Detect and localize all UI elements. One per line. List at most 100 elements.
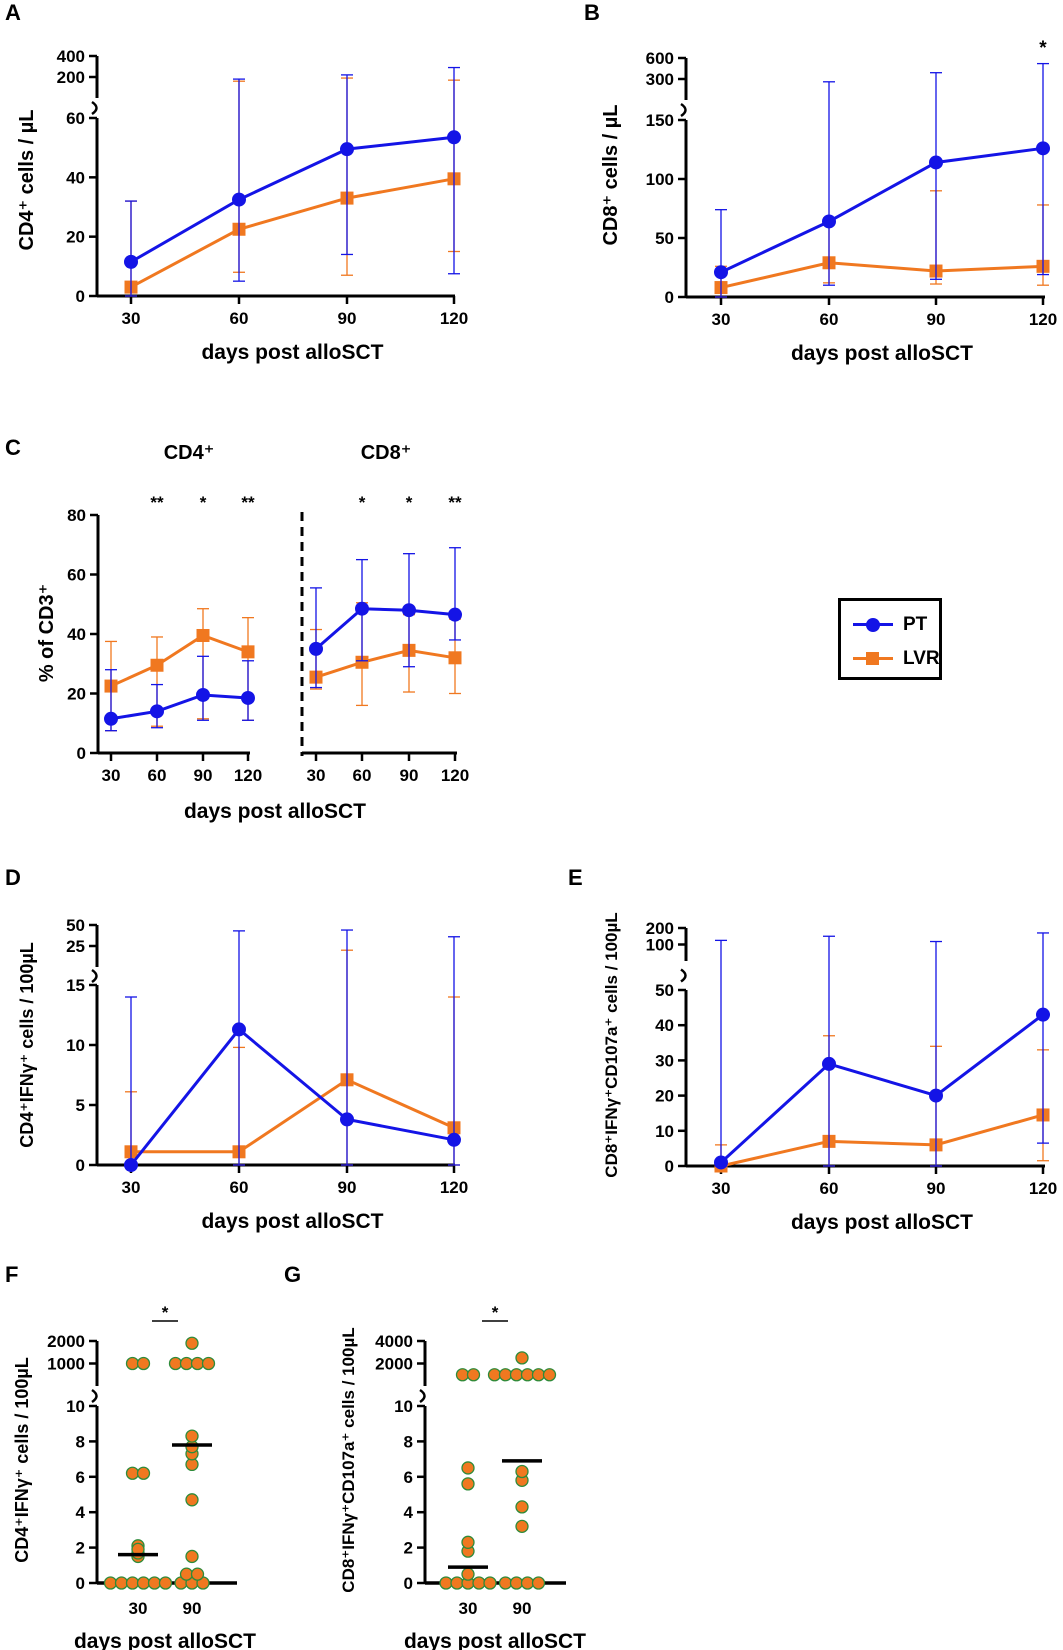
panel-c-cd4-lvr-series-line: [110, 633, 249, 688]
legend-item-lvr: LVR: [853, 647, 940, 671]
panel-d-ytick-label-upper-1: 50: [66, 916, 85, 935]
panel-g-group-1-point-7: [515, 1464, 529, 1479]
panel-b-xtick-label-2: 90: [927, 310, 946, 329]
panel-e-ytick-label-lower-1: 10: [655, 1122, 674, 1141]
panel-c-cd8-significance-2: *: [406, 493, 413, 512]
panel-f-ytick-label-lower-1: 2: [76, 1539, 85, 1558]
panel-e-ytick-label-upper-1: 200: [646, 919, 674, 938]
panel-a-xlabel: days post alloSCT: [201, 341, 383, 364]
panel-a-ytick-label-lower-0: 0: [76, 287, 85, 306]
panel-d-ytick-label-lower-1: 5: [76, 1096, 85, 1115]
panel-d-ylabel: CD4⁺IFNγ⁺ cells / 100µL: [17, 942, 37, 1147]
panel-f-ytick-label-upper-0: 1000: [47, 1355, 85, 1374]
panel-g-ytick-label-lower-4: 8: [404, 1432, 413, 1451]
panel-b-significance-0: *: [1039, 38, 1047, 59]
panel-b-pt-point-2: [929, 155, 943, 170]
panel-g-ylabel: CD8⁺IFNγ⁺CD107a⁺ cells / 100µL: [339, 1327, 358, 1592]
panel-d-xtick-label-0: 30: [122, 1178, 141, 1197]
panel-d-lvr-series-line: [131, 1078, 455, 1154]
panel-a-pt-point-0: [124, 254, 138, 269]
panel-f-group-1-point-6: [185, 1493, 199, 1507]
panel-f-chart: 0 2 4 6 8 10 1000 2000 30 90 * days post alloSCT CD4…: [12, 1303, 256, 1650]
panel-f-group-1-point-10: [185, 1429, 199, 1443]
panel-c-cd8-xtick-label-3: 120: [441, 766, 469, 785]
panel-a-ytick-label-lower-1: 20: [66, 228, 85, 247]
panel-c-cd4-xtick-label-3: 120: [234, 766, 262, 785]
panel-g-significance: *: [492, 1303, 499, 1322]
panel-c-ytick-label-2: 40: [67, 625, 86, 644]
panel-c-cd8-pt-point-3: [448, 607, 462, 622]
panel-b-axis-break-icon: [680, 102, 687, 118]
panel-g-group-0-point-5: [461, 1567, 475, 1581]
panel-a-axis-break-icon: [91, 100, 98, 116]
panel-c-ytick-label-1: 20: [67, 685, 86, 704]
panel-e-pt-point-3: [1036, 1007, 1050, 1022]
panel-c-cd4-pt-point-1: [150, 704, 164, 719]
panel-a-pt-point-2: [340, 142, 354, 157]
panel-e-pt-point-2: [929, 1088, 943, 1103]
panel-c-cd4-pt-series-line: [110, 693, 249, 721]
panel-g-group-1-point-8: [487, 1368, 502, 1382]
pt-marker-icon: [853, 613, 893, 637]
panel-c-cd8-significance-1: *: [359, 493, 366, 512]
panel-a-xtick-label-2: 90: [338, 309, 357, 328]
panel-e-ytick-label-upper-0: 100: [646, 936, 674, 955]
panel-g-group-0-point-4: [483, 1576, 497, 1590]
panel-a-pt-point-3: [447, 130, 461, 145]
panel-a-pt-series-line: [130, 135, 455, 264]
panel-e-ylabel: CD8⁺IFNγ⁺CD107a⁺ cells / 100µL: [602, 912, 621, 1177]
panel-c-cd4-xtick-label-1: 60: [148, 766, 167, 785]
panel-g-chart: 0 2 4 6 8 10 2000 4000 30 90 * days post alloSCT CD8…: [339, 1303, 586, 1650]
panel-d-pt-point-1: [232, 1022, 246, 1037]
panel-label-a: A: [5, 0, 21, 25]
panel-a-ytick-label-upper-0: 200: [57, 68, 85, 87]
panel-d-ytick-label-upper-0: 25: [66, 937, 85, 956]
panel-g-group-0-point-7: [461, 1535, 475, 1549]
panel-f-group-0-point-0: [103, 1576, 118, 1590]
panel-e-ytick-label-lower-2: 20: [655, 1087, 674, 1106]
panel-a-xtick-label-1: 60: [230, 309, 249, 328]
panel-g-group-0-point-8: [461, 1477, 475, 1491]
panel-c-cd8-lvr-series-line: [315, 648, 456, 679]
panel-g-group-1-point-5: [515, 1500, 529, 1514]
legend: PT LVR: [838, 598, 942, 680]
panel-f-group-1-point-11: [168, 1356, 183, 1371]
panel-d-xtick-label-3: 120: [440, 1178, 468, 1197]
panel-f-group-1-point-13: [190, 1356, 205, 1371]
panel-f-group-1-point-15: [185, 1336, 199, 1350]
panel-b-ytick-label-lower-0: 0: [665, 288, 674, 307]
panel-f-xlabel: days post alloSCT: [74, 1630, 256, 1650]
panel-c-cd8-pt-point-0: [309, 641, 323, 656]
panel-f-group-1-point-5: [185, 1549, 199, 1564]
panel-b-xlabel: days post alloSCT: [791, 342, 973, 365]
panel-f-group-0-point-12: [125, 1356, 140, 1371]
panel-c-cd4-significance-3: **: [241, 493, 255, 512]
panel-e-xlabel: days post alloSCT: [791, 1211, 973, 1234]
panel-c-cd4-lvr-point-2: [196, 628, 210, 642]
panel-a-chart: 0 20 40 60 200 400 30 60 90 120 days post alloSCT C…: [16, 47, 468, 364]
panel-c-xlabel: days post alloSCT: [184, 800, 366, 823]
panel-g-group-1-point-1: [509, 1576, 524, 1590]
panel-b-pt-point-1: [822, 214, 836, 229]
panel-g-ytick-label-upper-1: 4000: [375, 1332, 413, 1351]
panel-f-group-0-point-2: [125, 1576, 140, 1590]
panel-label-e: E: [568, 865, 583, 890]
panel-f-group-0-point-5: [158, 1576, 173, 1590]
panel-f-group-0-point-3: [136, 1576, 151, 1590]
panel-g-xtick-label-0: 30: [459, 1599, 478, 1618]
panel-d-ytick-label-lower-0: 0: [76, 1156, 85, 1175]
panel-g-group-1-point-3: [531, 1576, 546, 1590]
panel-e-lvr-series-line: [720, 1113, 1044, 1168]
panel-b-pt-point-3: [1036, 141, 1050, 156]
panel-a-xtick-label-0: 30: [122, 309, 141, 328]
panel-c-cd4-xtick-label-0: 30: [102, 766, 121, 785]
panel-e-pt-point-0: [714, 1155, 728, 1170]
panel-e-xtick-label-3: 120: [1029, 1179, 1057, 1198]
panel-f-ytick-label-upper-1: 2000: [47, 1332, 85, 1351]
panel-c-cd8-lvr-point-1: [355, 655, 369, 669]
panel-c-cd8-pt-series-line: [315, 607, 456, 651]
panel-c-cd4-significance-2: *: [200, 493, 207, 512]
panel-c-cd8-xtick-label-1: 60: [353, 766, 372, 785]
